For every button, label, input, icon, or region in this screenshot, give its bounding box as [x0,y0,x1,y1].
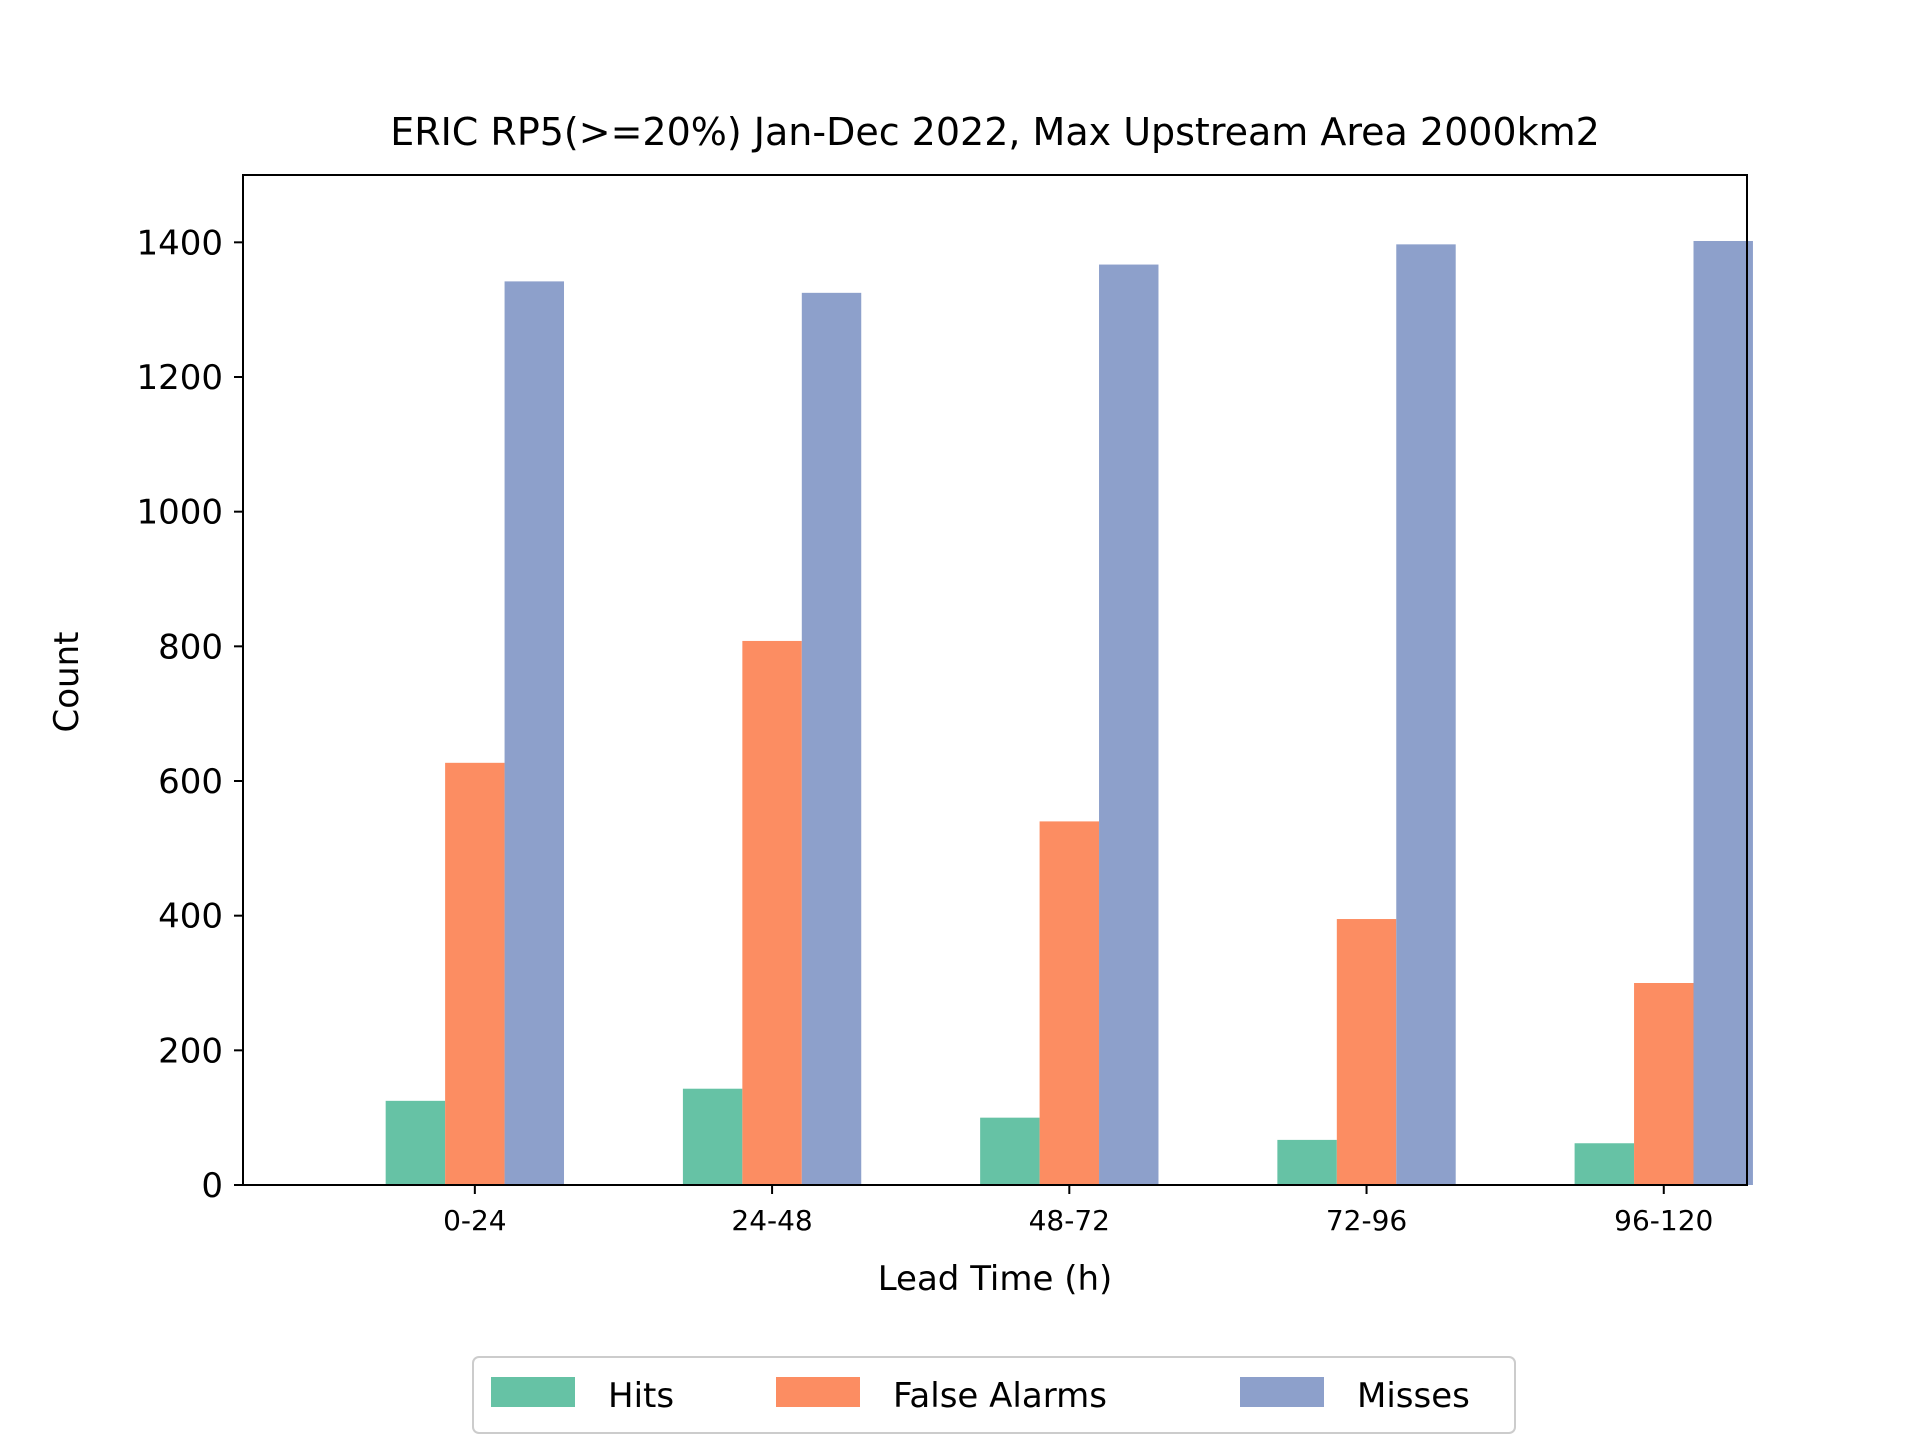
bar-false-alarms-96-120 [1634,983,1694,1185]
x-tick-label: 96-120 [1614,1204,1713,1237]
plot-area-frame [242,174,1748,1186]
x-axis-label: Lead Time (h) [878,1259,1113,1299]
legend-box [472,1356,1516,1434]
bar-hits-48-72 [980,1117,1040,1185]
legend-swatch-hits [491,1377,575,1407]
bar-misses-0-24 [504,281,565,1185]
y-tick-label: 0 [201,1166,223,1206]
y-tick-label: 800 [158,627,223,667]
bars-layer [385,240,1753,1185]
bar-false-alarms-0-24 [445,762,505,1185]
bar-false-alarms-48-72 [1039,821,1100,1185]
bar-misses-96-120 [1693,240,1753,1185]
legend-swatch-misses [1240,1377,1324,1407]
bar-hits-72-96 [1277,1139,1337,1185]
y-tick-label: 1400 [136,223,223,263]
y-tick-label: 1200 [136,358,223,398]
y-tick-label: 1000 [136,493,223,533]
legend-swatch-false-alarms [776,1377,860,1407]
x-tick-label: 0-24 [443,1204,507,1237]
x-tick-label: 72-96 [1326,1204,1407,1237]
bar-misses-72-96 [1396,244,1456,1185]
y-tick-label: 600 [158,762,223,802]
y-tick-label: 400 [158,897,223,937]
bar-hits-0-24 [385,1100,446,1185]
x-tick-label: 24-48 [731,1204,812,1237]
x-tick-label: 48-72 [1029,1204,1110,1237]
bar-hits-96-120 [1574,1143,1635,1185]
legend: Hits False Alarms Misses [472,1356,1516,1434]
y-tick-label: 200 [158,1031,223,1071]
bar-false-alarms-72-96 [1336,919,1397,1185]
bar-false-alarms-24-48 [742,640,802,1185]
bar-misses-48-72 [1099,264,1159,1185]
legend-label-hits: Hits [608,1376,674,1416]
chart-title: ERIC RP5(>=20%) Jan-Dec 2022, Max Upstre… [390,110,1600,154]
y-axis-label: Count [47,632,87,733]
bar-hits-24-48 [682,1088,743,1185]
bar-misses-24-48 [801,292,862,1185]
y-ticks-layer: 0 200 400 600 800 1000 1200 1400 [136,223,243,1206]
x-ticks-layer: 0-24 24-48 48-72 72-96 96-120 [443,1185,1713,1237]
legend-label-false-alarms: False Alarms [893,1376,1107,1416]
legend-label-misses: Misses [1357,1376,1470,1416]
